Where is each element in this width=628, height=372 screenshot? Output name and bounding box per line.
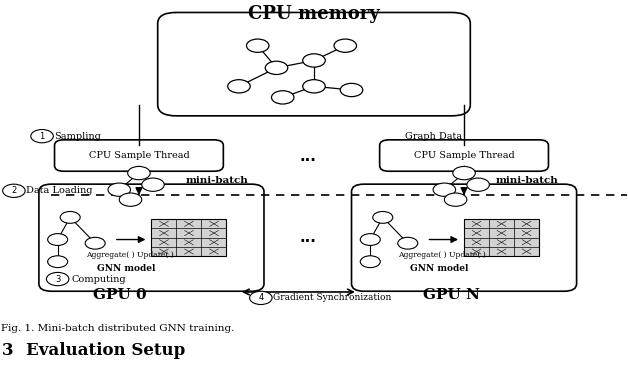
Circle shape (249, 291, 272, 305)
Circle shape (228, 80, 250, 93)
FancyBboxPatch shape (55, 140, 224, 171)
Text: GPU 0: GPU 0 (94, 288, 147, 302)
Text: 3: 3 (1, 342, 13, 359)
Circle shape (142, 178, 165, 191)
Circle shape (48, 234, 68, 246)
Text: GNN model: GNN model (97, 264, 156, 273)
FancyBboxPatch shape (158, 13, 470, 116)
FancyBboxPatch shape (380, 140, 548, 171)
Text: Gradient Synchronization: Gradient Synchronization (273, 294, 392, 302)
Circle shape (3, 184, 25, 198)
Circle shape (398, 237, 418, 249)
Text: GPU N: GPU N (423, 288, 480, 302)
FancyBboxPatch shape (352, 184, 577, 291)
Text: CPU memory: CPU memory (248, 5, 380, 23)
Bar (151, 219, 227, 256)
Text: ...: ... (300, 148, 316, 164)
Text: 2: 2 (11, 186, 16, 195)
Text: Graph Data: Graph Data (404, 132, 462, 141)
Circle shape (60, 211, 80, 223)
Text: Computing: Computing (72, 275, 126, 283)
Text: 1: 1 (40, 132, 45, 141)
Text: ...: ... (300, 230, 316, 245)
Circle shape (360, 256, 381, 267)
Circle shape (48, 256, 68, 267)
Circle shape (433, 183, 455, 196)
Circle shape (265, 61, 288, 74)
Text: mini-batch: mini-batch (495, 176, 558, 185)
Circle shape (246, 39, 269, 52)
FancyBboxPatch shape (39, 184, 264, 291)
Circle shape (46, 272, 69, 286)
Circle shape (127, 166, 150, 180)
Text: GNN model: GNN model (410, 264, 468, 273)
Circle shape (119, 193, 142, 206)
Circle shape (85, 237, 105, 249)
Circle shape (453, 166, 475, 180)
Circle shape (108, 183, 131, 196)
Circle shape (340, 83, 363, 97)
Text: 4: 4 (258, 294, 264, 302)
Text: 3: 3 (55, 275, 60, 283)
Text: Aggregate( ) Update( ): Aggregate( ) Update( ) (398, 251, 486, 259)
Circle shape (445, 193, 467, 206)
Circle shape (303, 54, 325, 67)
Text: Aggregate( ) Update( ): Aggregate( ) Update( ) (86, 251, 173, 259)
Text: mini-batch: mini-batch (186, 176, 249, 185)
Circle shape (360, 234, 381, 246)
Text: CPU Sample Thread: CPU Sample Thread (414, 151, 514, 160)
Circle shape (271, 91, 294, 104)
Bar (464, 219, 539, 256)
Circle shape (467, 178, 489, 191)
Circle shape (31, 129, 53, 143)
Text: Data Loading: Data Loading (26, 186, 93, 195)
Circle shape (303, 80, 325, 93)
Circle shape (373, 211, 392, 223)
Text: Fig. 1. Mini-batch distributed GNN training.: Fig. 1. Mini-batch distributed GNN train… (1, 324, 235, 333)
Text: Evaluation Setup: Evaluation Setup (26, 342, 186, 359)
Text: Sampling: Sampling (55, 132, 101, 141)
Text: CPU Sample Thread: CPU Sample Thread (89, 151, 189, 160)
Circle shape (334, 39, 357, 52)
